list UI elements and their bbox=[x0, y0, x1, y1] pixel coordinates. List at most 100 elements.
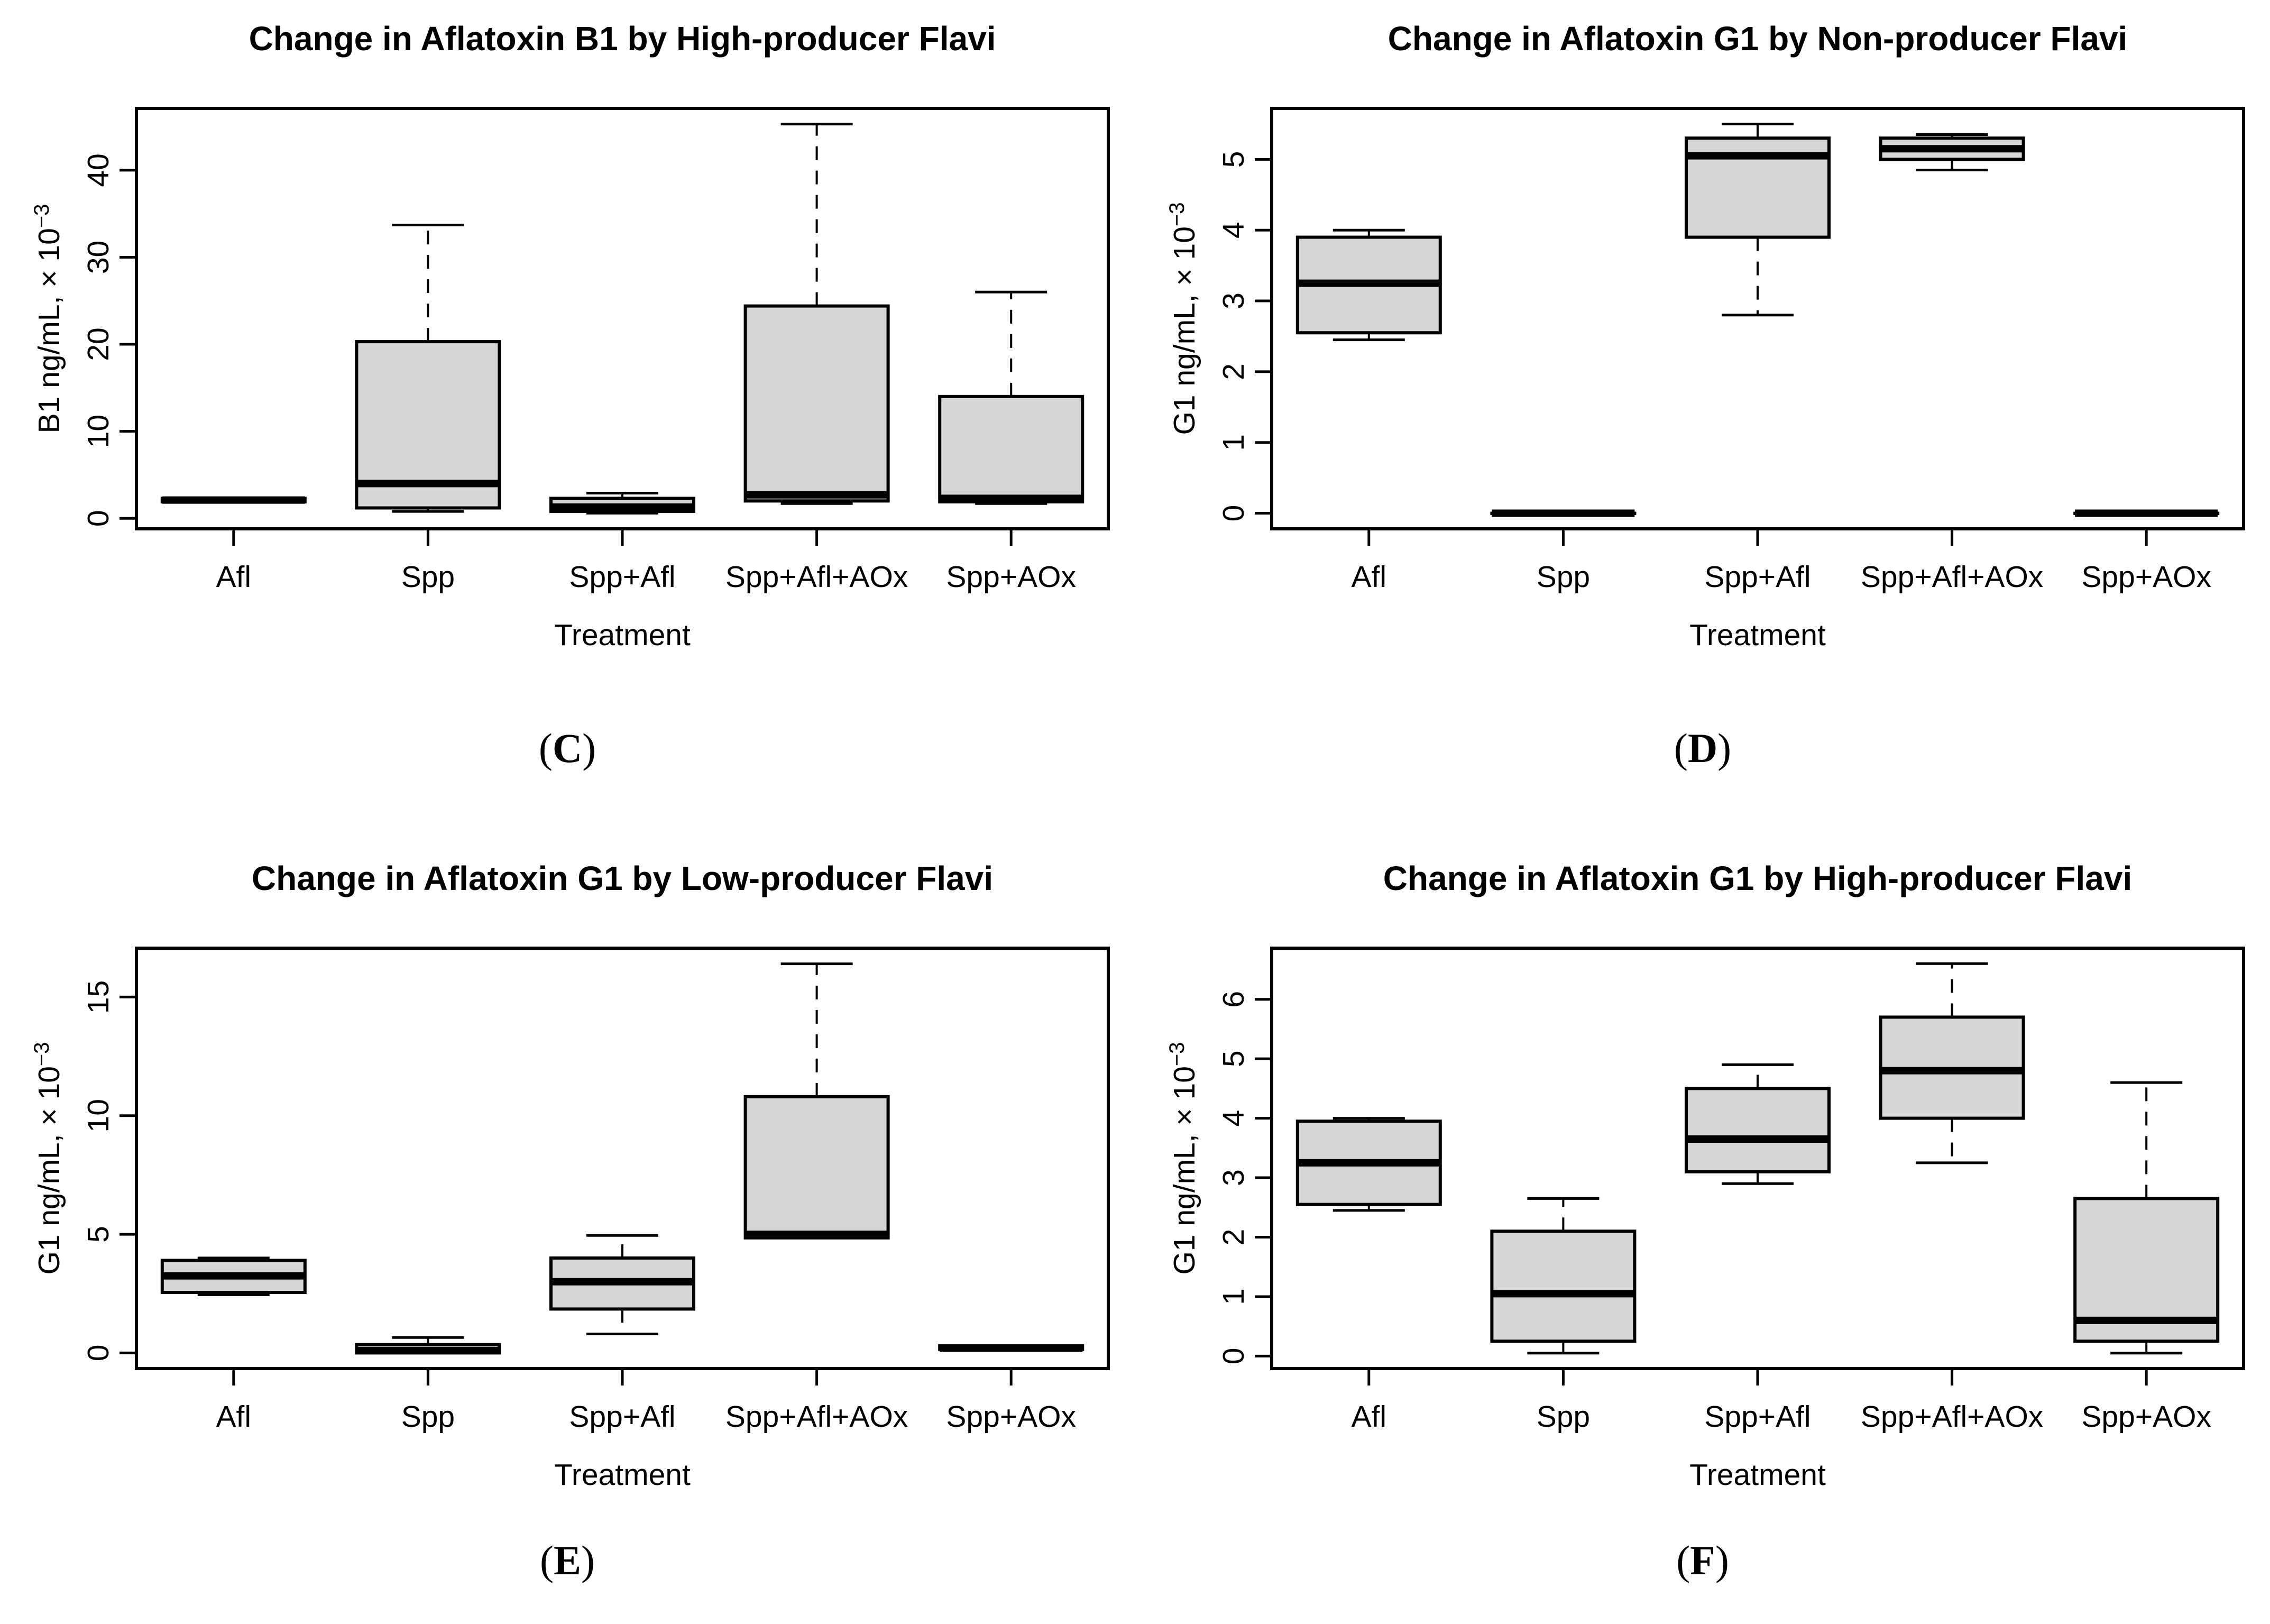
box-Afl bbox=[160, 496, 307, 504]
box-Spp+Afl+AOx bbox=[743, 123, 890, 505]
x-axis-label: Treatment bbox=[554, 618, 691, 652]
y-tick-label: 5 bbox=[1217, 151, 1251, 168]
y-axis-label: G1 ng/mL, × 10−3 bbox=[1165, 202, 1201, 435]
y-axis-label: B1 ng/mL, × 10−3 bbox=[30, 204, 66, 434]
boxplot-chart-f: Change in Aflatoxin G1 by High-producer … bbox=[1165, 859, 2245, 1492]
caption-close-paren: ) bbox=[1715, 1537, 1729, 1583]
y-tick-label: 20 bbox=[81, 327, 115, 361]
x-category-label: Spp bbox=[401, 1400, 455, 1434]
box-Afl bbox=[1295, 1117, 1442, 1212]
boxplot-chart-d: Change in Aflatoxin G1 by Non-producer F… bbox=[1165, 20, 2245, 652]
y-tick-label: 5 bbox=[81, 1226, 115, 1243]
x-category-label: Spp bbox=[1537, 560, 1590, 594]
y-tick-label: 0 bbox=[1217, 1348, 1251, 1365]
y-tick-label: 4 bbox=[1217, 222, 1251, 238]
box-Spp bbox=[355, 1336, 501, 1355]
box-Spp bbox=[1490, 509, 1637, 517]
x-category-label: Afl bbox=[1352, 560, 1387, 594]
x-category-label: Spp+AOx bbox=[946, 1400, 1076, 1434]
y-tick-label: 0 bbox=[81, 510, 115, 527]
x-category-label: Spp+Afl bbox=[569, 560, 675, 594]
y-tick-label: 4 bbox=[1217, 1110, 1251, 1127]
y-tick-label: 15 bbox=[81, 980, 115, 1014]
boxplot-chart-e: Change in Aflatoxin G1 by Low-producer F… bbox=[30, 859, 1110, 1492]
caption-open-paren: ( bbox=[538, 725, 553, 771]
x-category-label: Afl bbox=[1352, 1400, 1387, 1434]
y-tick-label: 1 bbox=[1217, 1288, 1251, 1305]
box-Spp+AOx bbox=[938, 1344, 1085, 1352]
caption-letter-c: C bbox=[552, 725, 583, 771]
y-tick-label: 5 bbox=[1217, 1050, 1251, 1067]
box-Spp+AOx bbox=[2073, 1081, 2220, 1355]
x-category-label: Spp+Afl+AOx bbox=[1861, 560, 2043, 594]
chart-title: Change in Aflatoxin G1 by High-producer … bbox=[1383, 859, 2132, 897]
caption-open-paren: ( bbox=[1674, 725, 1688, 771]
x-category-label: Spp+Afl bbox=[1704, 560, 1811, 594]
y-tick-label: 0 bbox=[81, 1345, 115, 1362]
box-Spp+Afl bbox=[549, 1234, 695, 1335]
y-tick-label: 1 bbox=[1217, 434, 1251, 451]
x-category-label: Spp+Afl+AOx bbox=[1861, 1400, 2043, 1434]
x-axis-label: Treatment bbox=[554, 1458, 691, 1492]
iqr-box bbox=[1685, 1087, 1831, 1173]
box-Afl bbox=[160, 1256, 307, 1296]
x-category-label: Spp+AOx bbox=[2081, 1400, 2211, 1434]
x-category-label: Spp bbox=[1537, 1400, 1590, 1434]
iqr-box bbox=[743, 1095, 890, 1240]
y-tick-label: 2 bbox=[1217, 1229, 1251, 1246]
y-tick-label: 2 bbox=[1217, 363, 1251, 380]
box-Spp+Afl bbox=[1685, 1063, 1831, 1185]
box-Spp bbox=[1490, 1197, 1637, 1355]
chart-title: Change in Aflatoxin B1 by High-producer … bbox=[249, 20, 996, 58]
caption-close-paren: ) bbox=[1717, 725, 1732, 771]
x-category-label: Afl bbox=[216, 1400, 252, 1434]
x-category-label: Spp+AOx bbox=[2081, 560, 2211, 594]
caption-close-paren: ) bbox=[582, 725, 596, 771]
chart-panel-c: Change in Aflatoxin B1 by High-producer … bbox=[0, 0, 1135, 812]
box-Spp+Afl bbox=[549, 492, 695, 515]
x-category-label: Spp+Afl bbox=[569, 1400, 675, 1434]
caption-letter-d: D bbox=[1687, 725, 1718, 771]
iqr-box bbox=[1490, 1230, 1637, 1343]
chart-panel-e: Change in Aflatoxin G1 by Low-producer F… bbox=[0, 812, 1135, 1624]
iqr-box bbox=[743, 304, 890, 503]
box-Spp+Afl+AOx bbox=[1879, 133, 2025, 171]
y-tick-label: 10 bbox=[81, 415, 115, 448]
caption-d: (D) bbox=[1135, 726, 2270, 771]
chart-panel-f: Change in Aflatoxin G1 by High-producer … bbox=[1135, 812, 2270, 1624]
y-tick-label: 0 bbox=[1217, 505, 1251, 522]
caption-close-paren: ) bbox=[581, 1537, 595, 1583]
y-tick-label: 10 bbox=[81, 1099, 115, 1132]
box-Spp+AOx bbox=[938, 290, 1085, 505]
caption-f: (F) bbox=[1135, 1538, 2270, 1583]
y-tick-label: 3 bbox=[1217, 1169, 1251, 1186]
box-Spp bbox=[355, 224, 501, 513]
iqr-box bbox=[938, 394, 1085, 503]
x-axis-label: Treatment bbox=[1689, 618, 1826, 652]
caption-letter-e: E bbox=[553, 1537, 582, 1583]
chart-panel-d: Change in Aflatoxin G1 by Non-producer F… bbox=[1135, 0, 2270, 812]
box-Afl bbox=[1295, 228, 1442, 342]
box-Spp+Afl+AOx bbox=[743, 962, 890, 1240]
x-category-label: Spp+AOx bbox=[946, 560, 1076, 594]
chart-title: Change in Aflatoxin G1 by Non-producer F… bbox=[1388, 20, 2128, 58]
box-Spp+Afl bbox=[1685, 122, 1831, 317]
x-category-label: Afl bbox=[216, 560, 252, 594]
caption-open-paren: ( bbox=[540, 1537, 554, 1583]
y-axis-label: G1 ng/mL, × 10−3 bbox=[30, 1042, 66, 1274]
box-Spp+Afl+AOx bbox=[1879, 962, 2025, 1164]
y-tick-label: 3 bbox=[1217, 292, 1251, 309]
y-tick-label: 30 bbox=[81, 241, 115, 274]
x-category-label: Spp bbox=[401, 560, 455, 594]
caption-open-paren: ( bbox=[1676, 1537, 1690, 1583]
x-axis-label: Treatment bbox=[1689, 1458, 1826, 1492]
caption-c: (C) bbox=[0, 726, 1135, 771]
caption-letter-f: F bbox=[1690, 1537, 1715, 1583]
y-axis-label: G1 ng/mL, × 10−3 bbox=[1165, 1042, 1201, 1274]
box-Spp+AOx bbox=[2073, 509, 2220, 517]
x-category-label: Spp+Afl+AOx bbox=[725, 1400, 908, 1434]
chart-title: Change in Aflatoxin G1 by Low-producer F… bbox=[252, 859, 993, 897]
x-category-label: Spp+Afl bbox=[1704, 1400, 1811, 1434]
y-tick-label: 6 bbox=[1217, 991, 1251, 1008]
caption-e: (E) bbox=[0, 1538, 1135, 1583]
